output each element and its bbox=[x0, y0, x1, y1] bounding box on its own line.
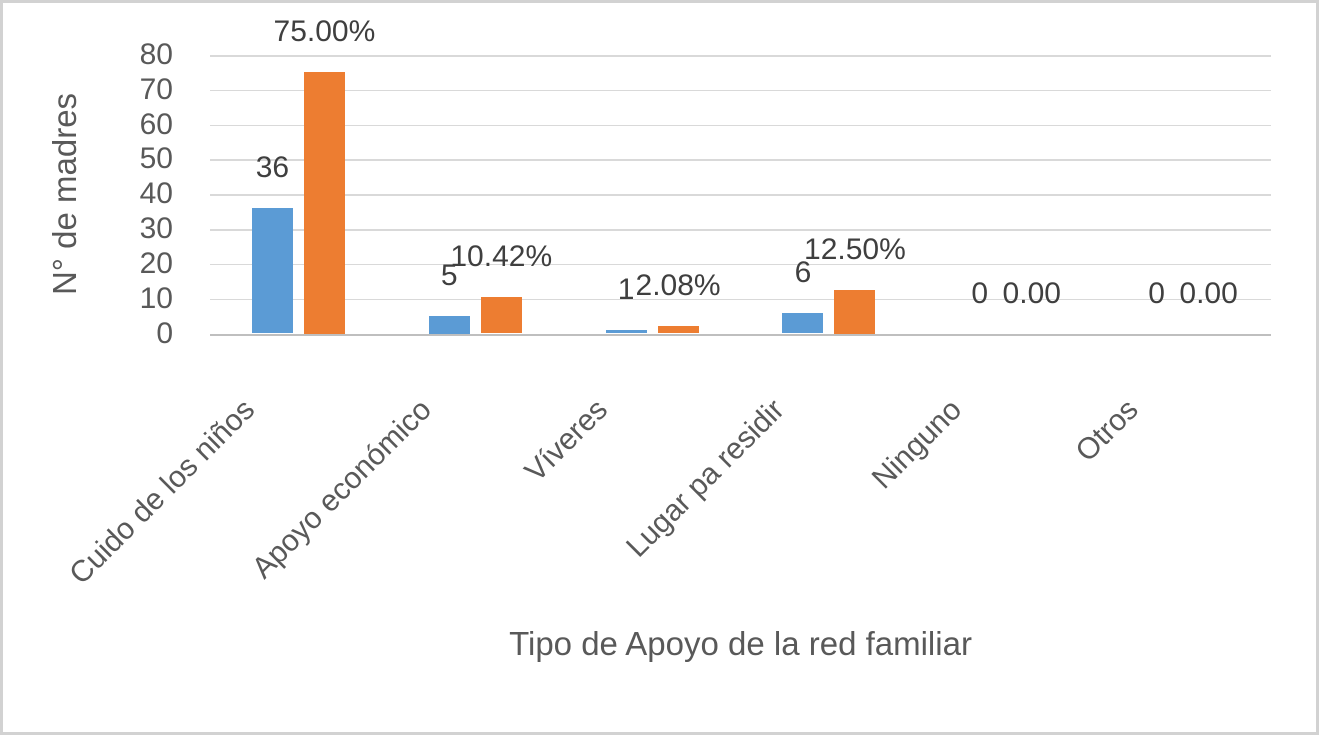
data-label-count: 36 bbox=[255, 151, 290, 185]
y-tick-label: 0 bbox=[156, 316, 173, 350]
category-label: Ninguno bbox=[865, 393, 969, 496]
bar-percent bbox=[657, 326, 699, 334]
y-tick-label: 20 bbox=[139, 246, 173, 280]
y-tick-label: 60 bbox=[139, 107, 173, 141]
category-label: Cuido de los niños bbox=[62, 393, 261, 591]
y-tick-label: 50 bbox=[139, 142, 173, 176]
category-label: Otros bbox=[1069, 393, 1145, 469]
bar-percent bbox=[303, 72, 345, 334]
y-tick-label: 70 bbox=[139, 72, 173, 106]
data-label-percent: 75.00% bbox=[273, 15, 376, 49]
data-label-count: 0 bbox=[1148, 276, 1165, 310]
category-label: Apoyo económico bbox=[245, 393, 438, 585]
gridline bbox=[210, 124, 1271, 127]
y-tick-label: 30 bbox=[139, 212, 173, 246]
data-label-percent: 0.00 bbox=[1002, 276, 1061, 310]
y-tick-label: 40 bbox=[139, 177, 173, 211]
bar-count bbox=[782, 312, 824, 334]
data-label-count: 6 bbox=[794, 255, 812, 289]
y-axis-title: N° de madres bbox=[46, 92, 83, 296]
category-label: Lugar pa residir bbox=[620, 393, 792, 564]
gridline bbox=[210, 298, 1271, 301]
gridline bbox=[210, 55, 1271, 57]
bar-percent bbox=[480, 297, 522, 334]
gridline bbox=[210, 194, 1271, 196]
x-axis-line bbox=[210, 333, 1271, 336]
data-label-count: 5 bbox=[440, 259, 458, 293]
data-label-percent: 12.50% bbox=[804, 232, 906, 266]
bar-count bbox=[428, 316, 470, 334]
gridline bbox=[210, 159, 1271, 161]
data-label-count: 1 bbox=[617, 273, 635, 307]
data-label-count: 0 bbox=[971, 276, 989, 310]
x-axis-title: Tipo de Apoyo de la red familiar bbox=[509, 625, 972, 662]
gridline bbox=[210, 263, 1271, 266]
gridline bbox=[210, 89, 1271, 92]
category-label: Víveres bbox=[519, 393, 615, 489]
y-tick-label: 80 bbox=[139, 38, 173, 71]
data-label-percent: 10.42% bbox=[450, 240, 553, 274]
gridline bbox=[210, 229, 1271, 231]
y-tick-label: 10 bbox=[139, 281, 173, 315]
data-label-percent: 2.08% bbox=[635, 269, 721, 303]
data-label-percent: 0.00 bbox=[1179, 276, 1238, 310]
bar-count bbox=[251, 208, 293, 334]
bar-percent bbox=[834, 289, 876, 334]
bar-count bbox=[605, 330, 647, 334]
